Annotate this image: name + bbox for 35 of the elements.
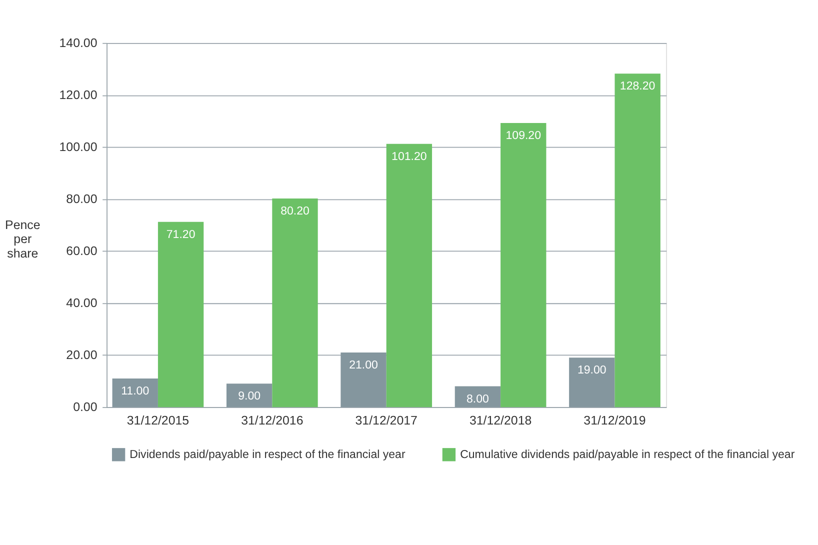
text: 21.00 <box>349 359 378 372</box>
text: 11.00 <box>121 385 150 398</box>
text: 71.20 <box>166 228 196 241</box>
bar <box>158 222 204 408</box>
bar <box>272 198 318 408</box>
y-tick-label: 0.00 <box>73 400 98 414</box>
text: 19.00 <box>577 364 606 377</box>
bar <box>569 358 615 408</box>
x-tick-label: 31/12/2018 <box>469 413 532 428</box>
y-tick-label: 100.00 <box>59 140 98 154</box>
bar <box>112 378 158 408</box>
text: 9.00 <box>238 390 261 403</box>
text: 80.20 <box>280 205 310 218</box>
y-tick-label: 120.00 <box>59 88 98 102</box>
y-tick-label: 80.00 <box>66 192 98 206</box>
x-tick-label: 31/12/2019 <box>584 413 646 428</box>
y-axis-title: Pence per share <box>5 218 40 260</box>
y-tick-label: 40.00 <box>66 296 98 310</box>
legend-label: Cumulative dividends paid/payable in respect of the financial year <box>460 449 795 462</box>
bar <box>226 384 272 408</box>
y-tick-label: 140.00 <box>59 36 98 50</box>
text: 128.20 <box>620 80 656 93</box>
legend-label: Dividends paid/payable in respect of the financial year <box>130 449 406 462</box>
bar <box>386 144 432 408</box>
y-tick-label: 60.00 <box>66 244 98 258</box>
bar <box>614 74 660 408</box>
text: 8.00 <box>466 393 489 406</box>
x-tick-label: 31/12/2016 <box>241 413 304 428</box>
y-tick-label: 20.00 <box>66 348 98 362</box>
text: 109.20 <box>506 130 542 142</box>
text: 101.20 <box>392 150 427 163</box>
x-tick-label: 31/12/2015 <box>126 413 190 428</box>
bar <box>340 352 386 408</box>
x-tick-label: 31/12/2017 <box>355 413 418 428</box>
bar <box>500 123 546 408</box>
